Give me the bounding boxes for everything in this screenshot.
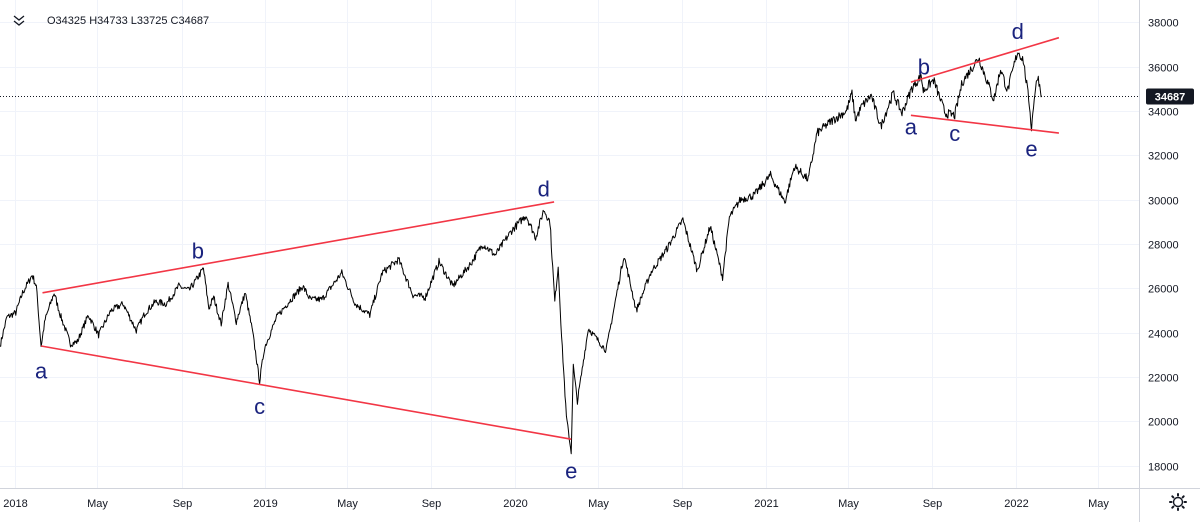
wave-label: c <box>254 394 265 419</box>
trend-line[interactable] <box>42 201 555 294</box>
price-axis[interactable]: 18000 20000 22000 24000 26000 28000 30000 32000… <box>1148 18 1179 474</box>
x-tick-label: May <box>1088 498 1109 510</box>
y-tick-label: 30000 <box>1148 196 1179 208</box>
x-tick-label: 2018 <box>3 498 27 510</box>
x-tick-label: 2020 <box>503 498 527 510</box>
y-tick-label: 18000 <box>1148 462 1179 474</box>
wave-label: e <box>1025 137 1037 162</box>
wave-label: d <box>538 177 550 202</box>
wave-label: d <box>1012 19 1024 44</box>
x-tick-label: 2021 <box>754 498 778 510</box>
y-tick-label: 20000 <box>1148 417 1179 429</box>
y-tick-label: 34000 <box>1148 107 1179 119</box>
wave-label: b <box>192 239 204 264</box>
x-tick-label: 2019 <box>253 498 277 510</box>
gear-icon[interactable] <box>1169 493 1187 511</box>
price-series <box>0 52 1043 455</box>
x-tick-label: Sep <box>673 498 693 510</box>
y-tick-label: 22000 <box>1148 373 1179 385</box>
last-price-tag: 34687 <box>1146 88 1194 105</box>
wave-label: a <box>905 115 918 140</box>
time-axis[interactable]: 2018 May Sep 2019 May Sep 2020 May Sep 2021 May Sep… <box>3 498 1109 510</box>
x-tick-label: May <box>588 498 609 510</box>
y-tick-label: 36000 <box>1148 63 1179 75</box>
x-tick-label: Sep <box>422 498 442 510</box>
x-tick-label: 2022 <box>1004 498 1028 510</box>
x-tick-label: Sep <box>923 498 943 510</box>
price-line <box>0 52 1043 455</box>
wave-label: e <box>565 458 577 483</box>
ohlc-readout: O34325 H34733 L33725 C34687 <box>47 15 209 27</box>
x-tick-label: Sep <box>173 498 193 510</box>
x-tick-label: May <box>337 498 358 510</box>
chart-grid <box>0 0 1139 488</box>
trend-line[interactable] <box>910 114 1059 134</box>
y-tick-label: 32000 <box>1148 151 1179 163</box>
wave-label: c <box>949 121 960 146</box>
y-tick-label: 26000 <box>1148 284 1179 296</box>
trend-line[interactable] <box>40 345 572 440</box>
y-tick-label: 28000 <box>1148 240 1179 252</box>
x-tick-label: May <box>838 498 859 510</box>
last-price-tag-label: 34687 <box>1155 92 1186 104</box>
double-chevron-icon[interactable] <box>13 15 25 26</box>
last-price-tag-box <box>1146 88 1194 105</box>
y-tick-label: 38000 <box>1148 18 1179 30</box>
y-tick-label: 24000 <box>1148 329 1179 341</box>
trend-line[interactable] <box>910 36 1060 83</box>
wave-labels: a b c d e a b c d e <box>35 19 1038 483</box>
trend-lines[interactable] <box>40 36 1060 440</box>
x-tick-label: May <box>87 498 108 510</box>
legend: O34325 H34733 L33725 C34687 <box>13 15 209 27</box>
wave-label: a <box>35 359 48 384</box>
wave-label: b <box>918 55 930 80</box>
